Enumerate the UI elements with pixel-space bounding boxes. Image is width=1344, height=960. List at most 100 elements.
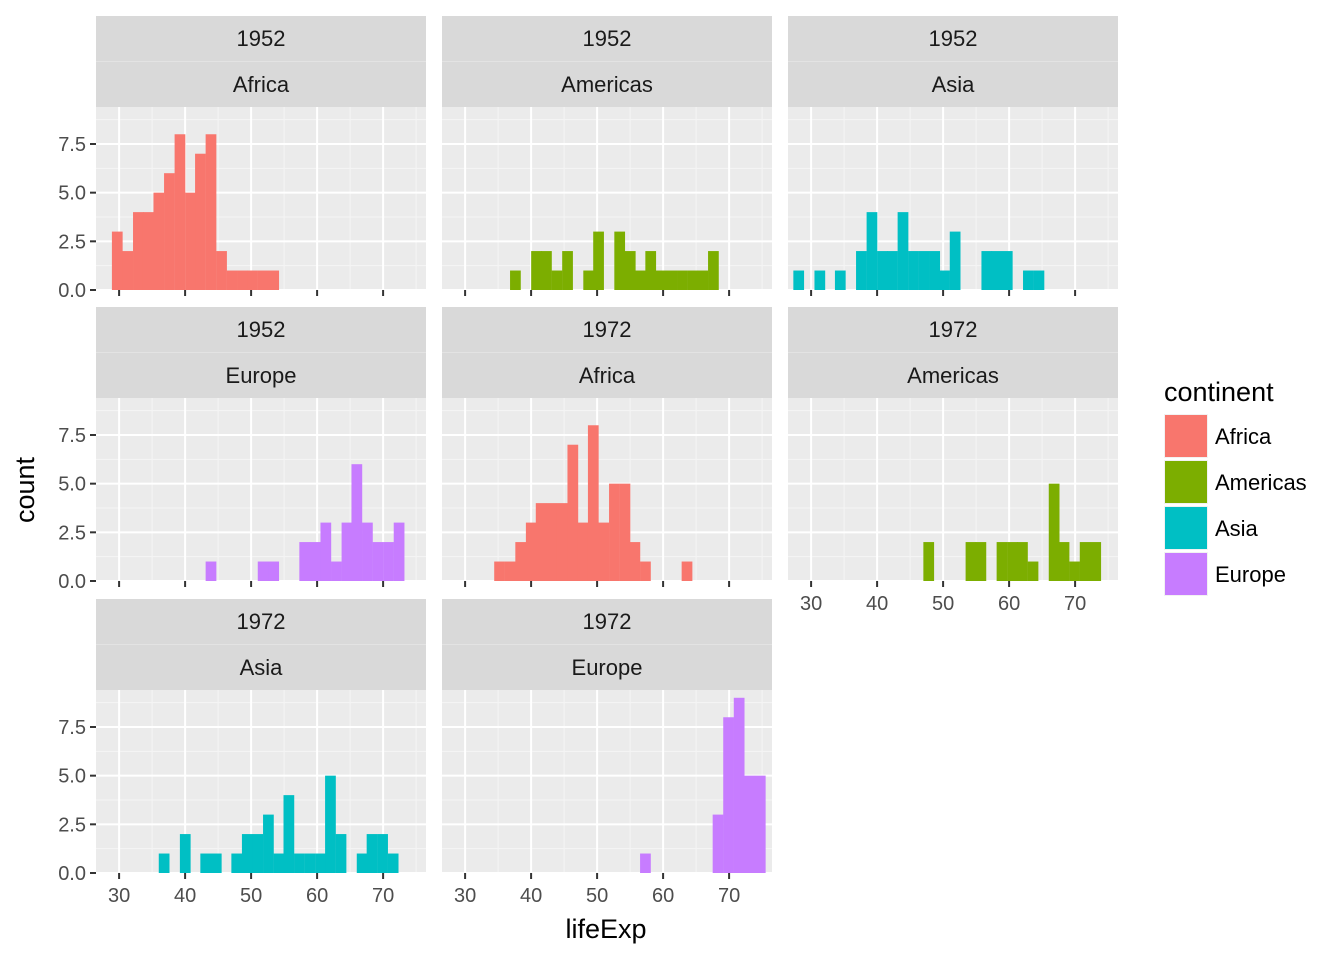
histogram-bar [1090,542,1102,581]
histogram-bar [1079,542,1091,581]
facet-panel: 1972 Americas [788,307,1118,582]
histogram-bar [366,834,378,873]
legend: continent Africa Americas Asia Europe [1164,377,1307,596]
legend-label-africa: Africa [1215,424,1272,449]
histogram-bar [1023,270,1034,290]
histogram-bar [133,212,144,290]
histogram-bar [185,192,196,290]
facet-plot-background [442,107,772,290]
histogram-bar [205,561,217,581]
histogram-bar [237,270,249,290]
histogram-bar [247,270,258,290]
histogram-bar [793,270,805,290]
histogram-bar [268,270,280,290]
histogram-bar [687,270,699,290]
histogram-bar [273,853,285,873]
histogram-bar [205,134,217,290]
x-tick-label: 50 [240,885,262,907]
facet-continent-label: Americas [561,72,653,97]
histogram-bar [697,270,709,290]
y-tick-label: 5.0 [58,766,86,788]
histogram-bar [908,251,919,290]
histogram-bar [640,853,651,873]
histogram-bar [320,522,332,581]
histogram-bar [562,251,573,290]
histogram-bar [299,542,311,581]
x-tick-label: 60 [652,885,674,907]
legend-label-americas: Americas [1215,470,1307,495]
histogram-bar [733,697,745,873]
histogram-bar [1027,561,1039,581]
x-tick-label: 40 [866,593,888,615]
histogram-bar [708,251,719,290]
histogram-bar [257,270,269,290]
histogram-bar [975,542,987,581]
histogram-bar [551,270,563,290]
x-tick-label: 60 [306,885,328,907]
histogram-bar [655,270,667,290]
facet-continent-label: Africa [233,72,290,97]
legend-label-europe: Europe [1215,562,1286,587]
histogram-bar [263,814,274,873]
y-tick-label: 7.5 [58,425,86,447]
histogram-bar [372,542,384,581]
histogram-bar [535,503,547,581]
facet-panel: 1952 Asia [788,16,1118,291]
histogram-bar [158,853,170,873]
histogram-bar [723,717,734,873]
facet-continent-label: Asia [932,72,976,97]
facet-panel: 1952 Americas [442,16,772,291]
histogram-bar [645,251,657,290]
histogram-bar [525,522,537,581]
histogram-bar [856,251,867,290]
y-tick-label: 0.0 [58,571,86,593]
histogram-bar [294,853,305,873]
histogram-bar [200,853,212,873]
legend-key-europe [1165,553,1207,595]
histogram-bar [744,775,756,873]
histogram-bar [996,542,1008,581]
legend-key-americas [1165,461,1207,503]
x-tick-label: 70 [1064,593,1086,615]
y-tick-label: 7.5 [58,717,86,739]
histogram-bar [241,834,253,873]
histogram-bar [897,212,909,290]
y-tick-label: 0.0 [58,863,86,885]
x-tick-label: 70 [718,885,740,907]
histogram-bar [315,853,326,873]
histogram-bar [567,444,579,581]
histogram-bar [666,270,678,290]
y-tick-label: 2.5 [58,814,86,836]
histogram-bar [887,251,898,290]
facet-year-label: 1972 [237,609,286,634]
facet-panel: 1972 Africa [442,307,772,582]
histogram-bar [939,270,950,290]
histogram-bar [377,834,388,873]
facet-year-label: 1952 [237,317,286,342]
histogram-bar [619,483,631,581]
facet-year-label: 1972 [583,609,632,634]
x-tick-label: 30 [108,885,130,907]
histogram-bar [393,522,405,581]
histogram-bar [991,251,1003,290]
y-tick-label: 2.5 [58,522,86,544]
facet-continent-label: Europe [226,363,297,388]
histogram-bar [341,522,353,581]
histogram-bar [541,251,552,290]
histogram-bar [356,853,368,873]
histogram-bar [231,853,243,873]
x-axis-title: lifeExp [565,914,646,944]
histogram-bar [268,561,280,581]
histogram-bar [387,853,399,873]
histogram-bar [283,795,295,873]
histogram-bar [111,231,123,290]
y-tick-label: 0.0 [58,280,86,302]
histogram-bar [195,153,206,290]
facet-panel: 1972 Asia [96,599,426,874]
facet-year-label: 1952 [237,26,286,51]
histogram-bar [609,483,620,581]
histogram-bar [556,503,568,581]
histogram-bar [174,134,186,290]
histogram-bar [918,251,930,290]
